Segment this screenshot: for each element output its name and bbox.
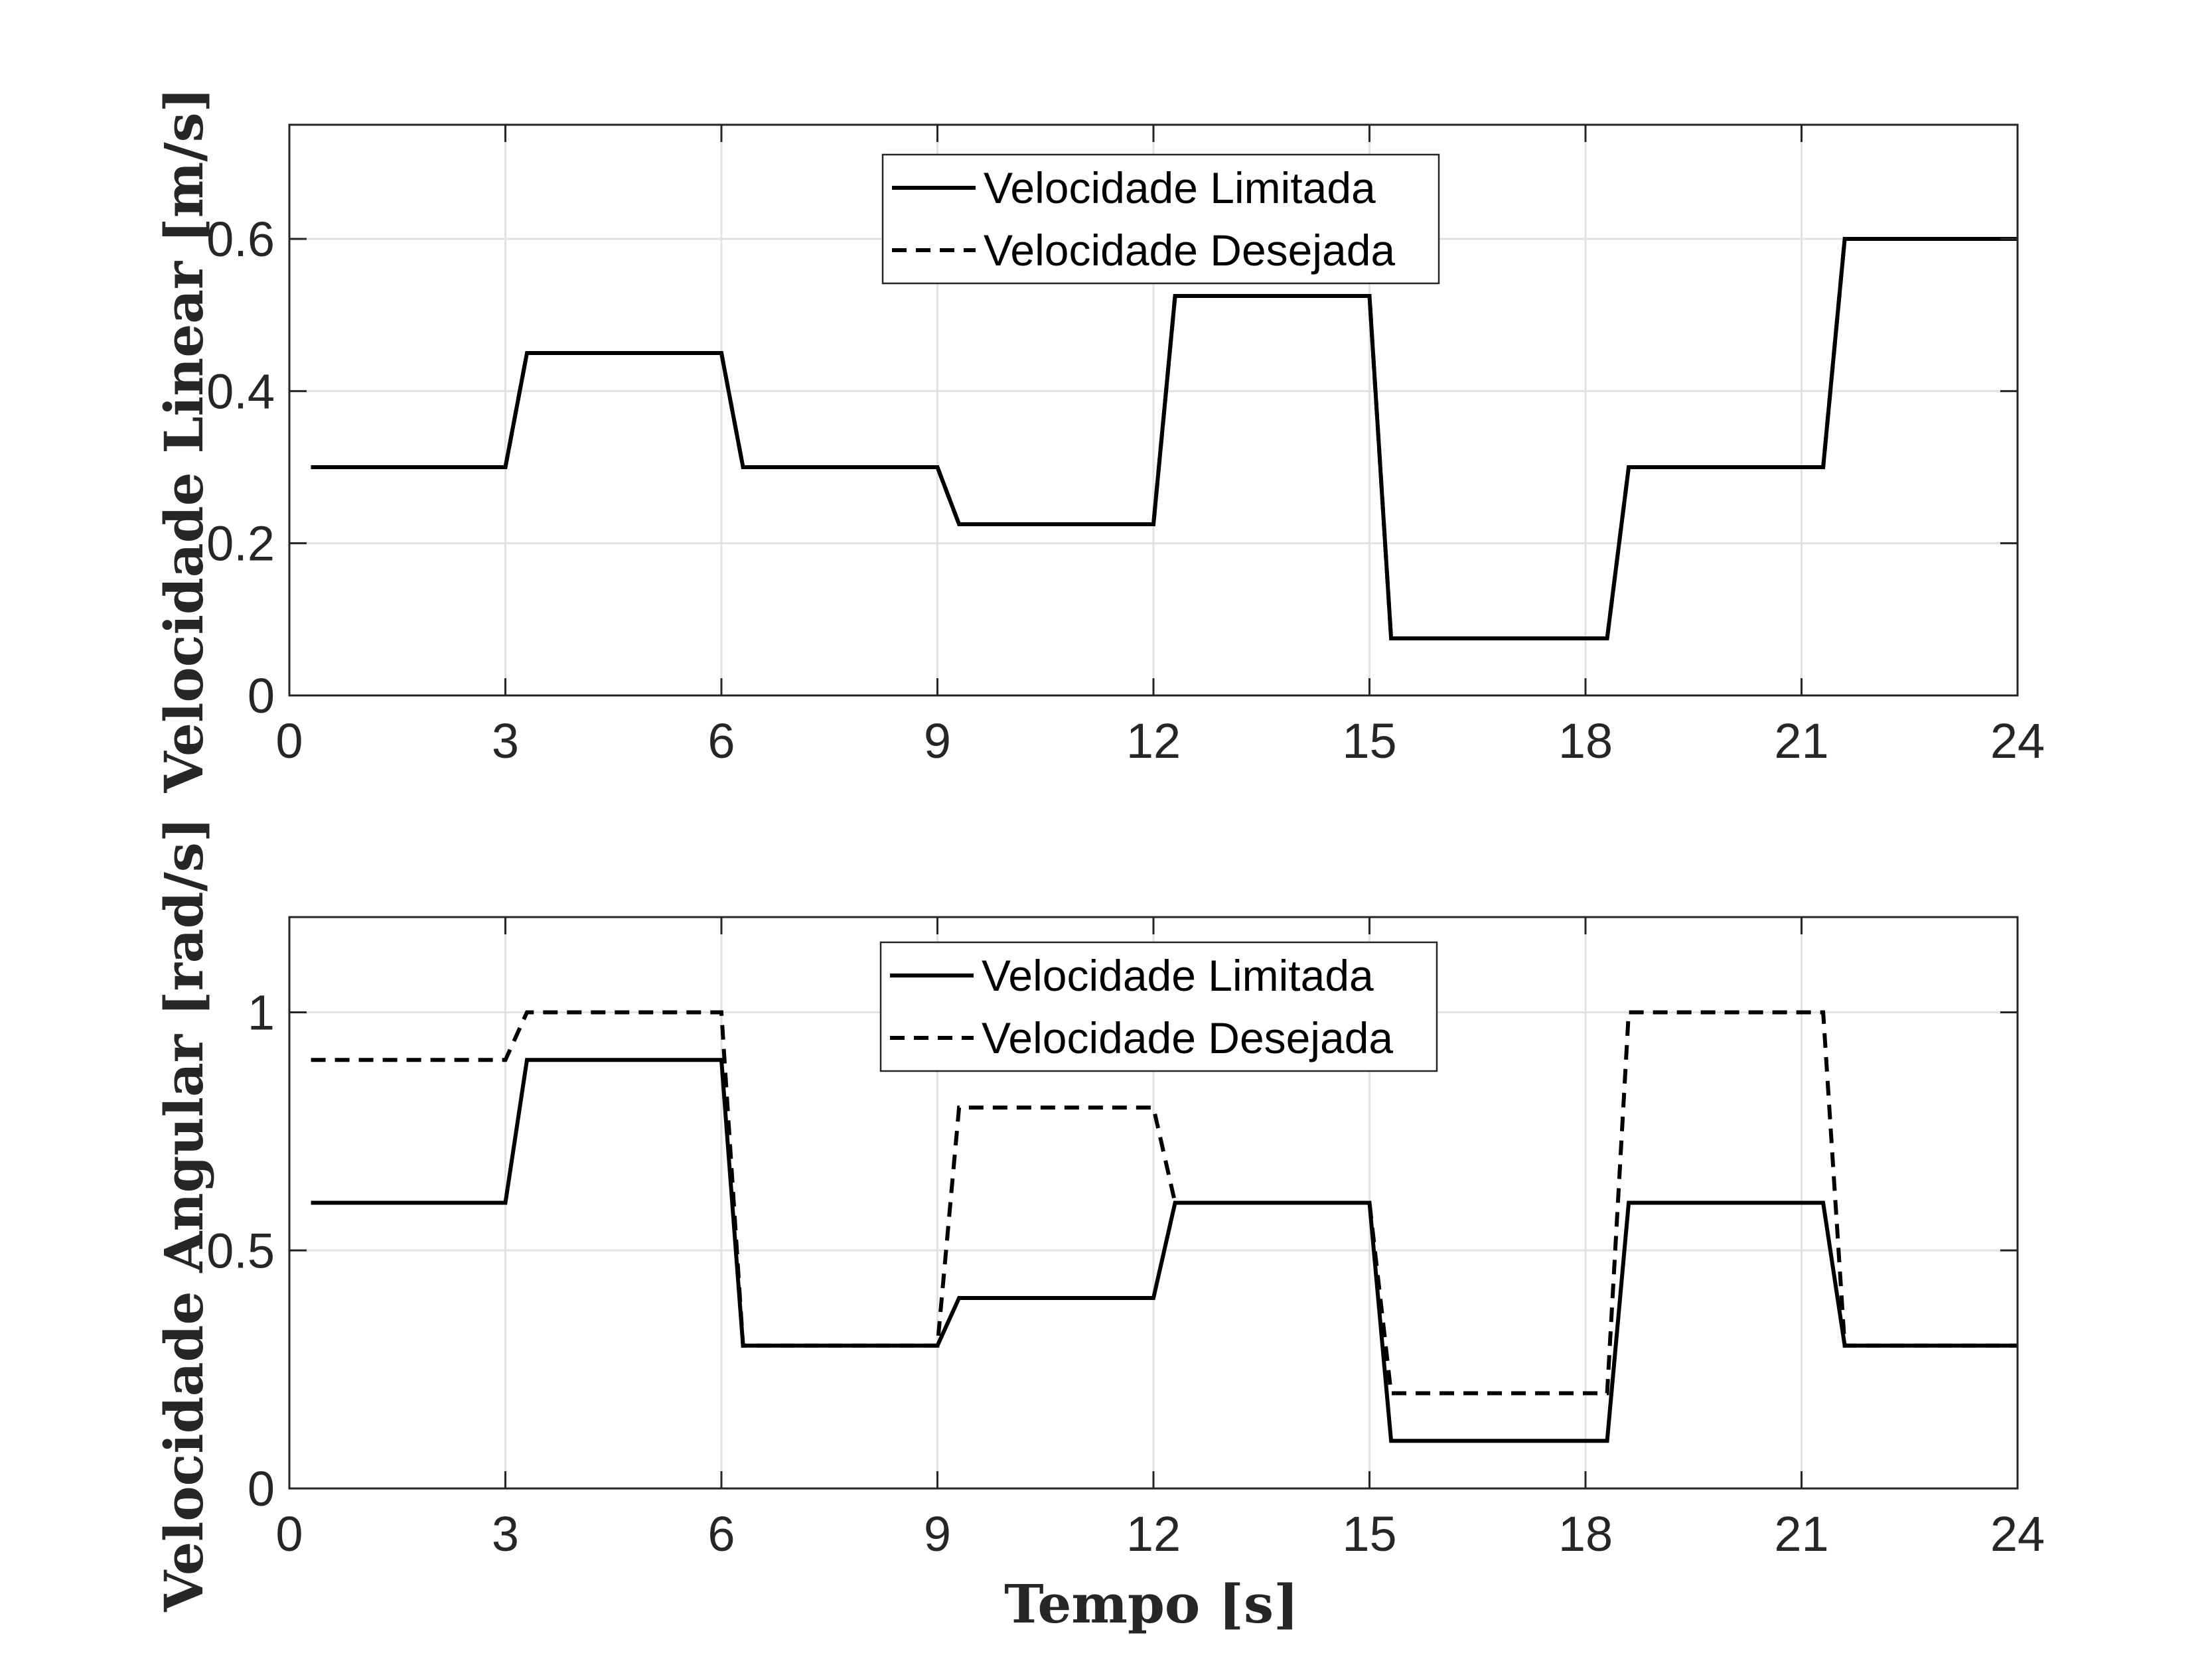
linear-velocity-plot-lines	[311, 237, 2018, 640]
linear-velocity-legend-label-desejada: Velocidade Desejada	[984, 226, 1395, 275]
linear-velocity-x-tick-label: 3	[492, 713, 519, 768]
linear-velocity-legend-box	[881, 153, 1440, 285]
linear-velocity-y-tick-labels: 0 0.2 0.4 0.6	[206, 212, 275, 723]
linear-velocity-y-tick-label: 0	[248, 668, 275, 723]
angular-velocity-legend-box	[879, 941, 1438, 1072]
angular-velocity-legend-label-desejada: Velocidade Desejada	[982, 1013, 1393, 1062]
linear-velocity-x-tick-label: 12	[1126, 713, 1181, 768]
angular-velocity-plot-lines	[311, 1010, 2018, 1443]
angular-velocity-x-tick-label: 18	[1558, 1506, 1613, 1561]
angular-velocity-series-limitada-line	[311, 1058, 2018, 1443]
angular-velocity-series-desejada-line	[311, 1010, 2018, 1396]
linear-velocity-x-tick-label: 21	[1774, 713, 1828, 768]
linear-velocity-x-tick-label: 9	[924, 713, 951, 768]
linear-velocity-y-tick-label: 0.2	[206, 516, 275, 571]
angular-velocity-panel: 0 3 6 9 12 15 18 21 24 00.51 Velocidade Angular …	[153, 817, 2045, 1635]
linear-velocity-y-tick-label: 0.4	[206, 364, 275, 419]
angular-velocity-legend-label-limitada: Velocidade Limitada	[982, 951, 1374, 1000]
angular-velocity-x-tick-label: 0	[275, 1506, 303, 1561]
angular-velocity-y-tick-label: 0.5	[206, 1223, 275, 1278]
linear-velocity-legend: Velocidade Limitada Velocidade Desejada	[881, 153, 1440, 285]
linear-velocity-panel: 0 3 6 9 12 15 18 21 24 0 0.2 0.4 0.6 Velocidade Lin…	[153, 87, 2045, 793]
angular-velocity-y-tick-label: 1	[248, 985, 275, 1041]
linear-velocity-tick-marks	[288, 125, 2019, 697]
angular-velocity-y-tick-label: 0	[248, 1461, 275, 1516]
angular-velocity-x-tick-labels: 0 3 6 9 12 15 18 21 24	[275, 1506, 2045, 1561]
linear-velocity-y-tick-label: 0.6	[206, 212, 275, 267]
angular-velocity-x-tick-label: 6	[707, 1506, 735, 1561]
linear-velocity-x-tick-label: 18	[1558, 713, 1613, 768]
linear-velocity-x-tick-label: 15	[1342, 713, 1396, 768]
angular-velocity-y-axis-label: Velocidade Angular [rad/s]	[153, 817, 215, 1612]
angular-velocity-x-tick-label: 21	[1774, 1506, 1828, 1561]
linear-velocity-x-tick-labels: 0 3 6 9 12 15 18 21 24	[275, 713, 2045, 768]
angular-velocity-x-tick-label: 9	[924, 1506, 951, 1561]
linear-velocity-x-tick-label: 0	[275, 713, 303, 768]
angular-velocity-tick-marks	[288, 917, 2019, 1490]
angular-velocity-x-tick-label: 3	[492, 1506, 519, 1561]
linear-velocity-legend-label-limitada: Velocidade Limitada	[984, 163, 1376, 212]
linear-velocity-y-axis-label: Velocidade Linear [m/s]	[153, 87, 215, 793]
angular-velocity-x-tick-label: 24	[1990, 1506, 2045, 1561]
angular-velocity-y-tick-labels: 00.51	[206, 985, 275, 1517]
linear-velocity-series-limitada-line	[311, 237, 2018, 640]
angular-velocity-legend: Velocidade Limitada Velocidade Desejada	[879, 941, 1438, 1072]
linear-velocity-x-tick-label: 6	[707, 713, 735, 768]
linear-velocity-x-tick-label: 24	[1990, 713, 2045, 768]
time-x-axis-label: Tempo [s]	[1004, 1573, 1299, 1635]
angular-velocity-x-tick-label: 15	[1342, 1506, 1396, 1561]
angular-velocity-x-tick-label: 12	[1126, 1506, 1181, 1561]
